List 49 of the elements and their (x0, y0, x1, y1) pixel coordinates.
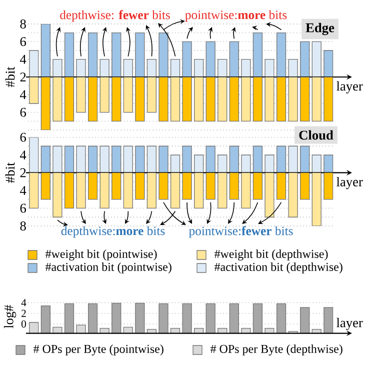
bar (276, 303, 286, 334)
y-axis-title: #bit (5, 162, 15, 183)
legend-label: # OPs per Byte (depthwise) (210, 344, 342, 356)
y-tick-label: 4 (21, 299, 26, 306)
y-tick-label: 2 (22, 310, 26, 317)
bar (112, 302, 122, 334)
y-tick-label: 4 (20, 186, 26, 195)
bar (241, 328, 251, 334)
bar (40, 306, 50, 334)
y-tick-label: 4 (20, 54, 26, 64)
y-tick-label: 4 (20, 150, 26, 160)
legend-label: # OPs per Byte (pointwise) (33, 344, 164, 356)
bar (52, 326, 62, 334)
y-tick-label: 2 (20, 72, 26, 82)
y-tick-label: 8 (20, 19, 26, 28)
bar (218, 328, 228, 334)
y-tick-label: 0 (21, 320, 26, 328)
y-tick-label: 6 (20, 108, 26, 117)
y-tick-label: 4 (20, 90, 26, 100)
y-axis-title: #bit (5, 66, 15, 88)
x-axis-title: layer (336, 81, 363, 94)
bar (170, 328, 180, 334)
text: depthwise:more bits (61, 226, 165, 238)
legend-label: #weight bit (depthwise) (214, 250, 328, 260)
bar (29, 322, 39, 334)
bar (64, 303, 74, 334)
text: depthwise: fewer bits (60, 10, 170, 22)
x-axis-title: layer (336, 318, 363, 330)
bar (100, 328, 110, 334)
bar (88, 303, 98, 334)
legend-label: #activation bit (pointwise) (45, 262, 172, 274)
chart-title: Edge (306, 22, 334, 36)
chart-title: Cloud (299, 130, 334, 140)
y-tick-label: 6 (20, 37, 26, 46)
legend-label: #weight bit (pointwise) (45, 250, 157, 260)
y-tick-label: 6 (20, 132, 26, 142)
bar (182, 303, 192, 334)
text: pointwise:more bits (185, 10, 287, 22)
legend-label: #activation bit (depthwise) (214, 262, 342, 274)
bar (123, 326, 133, 334)
y-axis-title: log# (4, 305, 16, 328)
bar (158, 303, 168, 334)
bar (300, 307, 310, 334)
y-tick-label: 8 (20, 221, 26, 230)
bar (229, 303, 239, 334)
y-tick-label: 6 (20, 204, 26, 213)
y-tick-label: 2 (20, 168, 26, 178)
text: pointwise:fewer bits (188, 226, 293, 238)
x-axis-title: layer (336, 176, 363, 190)
